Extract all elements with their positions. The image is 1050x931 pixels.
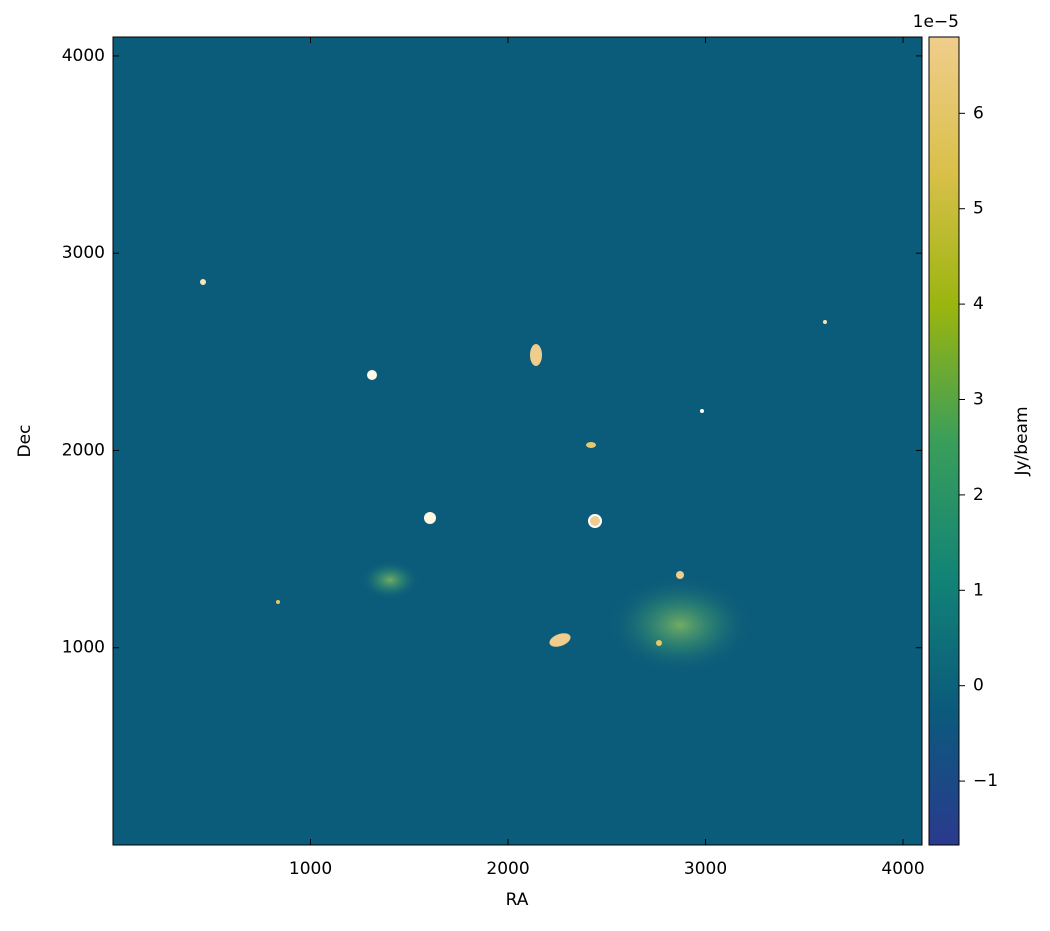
diffuse-source <box>605 575 755 675</box>
source <box>656 640 662 646</box>
colorbar-offset: 1e−5 <box>913 12 959 32</box>
colorbar-tick-label: 2 <box>973 485 984 505</box>
x-tick-label: 2000 <box>486 859 529 879</box>
y-axis-label: Dec <box>15 425 35 458</box>
image-background <box>113 37 922 845</box>
bright-source <box>367 370 377 380</box>
y-tick-label: 3000 <box>62 243 105 263</box>
source <box>588 514 602 528</box>
axes-frame <box>112 36 923 846</box>
y-tick-label: 2000 <box>62 440 105 460</box>
colorbar-tick-label: −1 <box>973 771 998 791</box>
source <box>700 409 704 413</box>
colorbar-tick-label: 5 <box>973 199 984 219</box>
y-tick-label: 4000 <box>62 46 105 66</box>
source <box>276 600 280 604</box>
bright-source <box>424 512 436 524</box>
source <box>200 279 206 285</box>
colorbar-tick-label: 1 <box>973 580 984 600</box>
colorbar-tick-label: 3 <box>973 390 984 410</box>
source <box>549 633 571 647</box>
x-tick-label: 1000 <box>289 859 332 879</box>
x-tick-label: 3000 <box>684 859 727 879</box>
x-axis-label: RA <box>506 890 529 910</box>
colorbar-tick-label: 6 <box>973 103 984 123</box>
image <box>113 37 922 845</box>
source <box>823 320 827 324</box>
colorbar <box>928 36 960 846</box>
x-tick-label: 4000 <box>881 859 924 879</box>
source <box>676 571 684 579</box>
colorbar-tick-label: 4 <box>973 294 984 314</box>
source <box>586 442 596 448</box>
source <box>530 344 542 366</box>
colorbar-label: Jy/beam <box>1012 406 1032 476</box>
diffuse-source <box>360 560 420 600</box>
y-tick-label: 1000 <box>62 638 105 658</box>
colorbar-tick-label: 0 <box>973 676 984 696</box>
